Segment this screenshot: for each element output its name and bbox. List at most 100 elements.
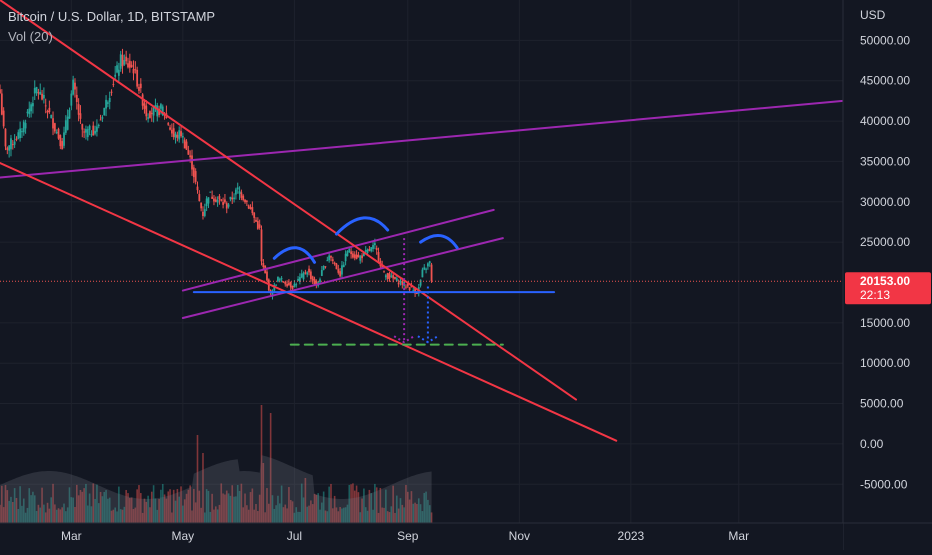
volume-bar	[86, 505, 89, 523]
volume-bar	[8, 500, 10, 523]
upper-resistance-line	[0, 0, 578, 401]
volume-bar	[388, 512, 391, 523]
symbol-title: Bitcoin / U.S. Dollar, 1D, BITSTAMP	[8, 9, 216, 24]
candle-body	[169, 127, 171, 130]
candle-body	[220, 199, 223, 201]
volume-bar	[414, 502, 416, 523]
volume-bar	[275, 505, 277, 523]
volume-bar	[352, 483, 354, 523]
candle-body	[427, 263, 429, 267]
volume-bar	[247, 509, 250, 523]
volume-bar	[284, 504, 287, 523]
candle-body	[128, 60, 131, 68]
volume-bar	[33, 495, 36, 523]
candle-body	[319, 279, 321, 282]
volume-bar	[2, 507, 5, 523]
volume-bar	[271, 495, 274, 523]
candle-body	[68, 110, 71, 119]
volume-bar	[359, 512, 362, 523]
candle-body	[224, 199, 226, 203]
candle-body	[231, 197, 234, 200]
volume-bar	[154, 498, 157, 523]
volume-bar	[24, 512, 27, 523]
candle-body	[114, 74, 117, 77]
volume-bar	[209, 511, 212, 523]
candle-body	[311, 276, 314, 281]
candle-body	[203, 209, 206, 216]
volume-bar	[99, 491, 102, 523]
volume-bar	[353, 490, 356, 523]
volume-bar	[70, 497, 73, 523]
candle-body	[183, 139, 186, 149]
candle-body	[361, 255, 363, 259]
candle-body	[304, 272, 307, 274]
volume-bar	[136, 489, 138, 523]
time-scale	[0, 523, 843, 550]
candle-body	[211, 196, 214, 199]
volume-bar	[22, 498, 25, 523]
candle-body	[306, 272, 309, 275]
volume-bar	[273, 508, 276, 523]
volume-bar	[0, 504, 1, 523]
volume-bar	[401, 504, 404, 523]
candle-body	[17, 132, 20, 139]
candle-body	[202, 211, 204, 216]
candle-body	[251, 207, 254, 214]
volume-bar	[156, 509, 159, 523]
volume-bar	[125, 489, 127, 523]
volume-bar	[129, 498, 131, 523]
candle-body	[324, 266, 327, 268]
y-tick-label: 45000.00	[860, 74, 910, 88]
volume-bar	[251, 488, 254, 523]
volume-bar	[127, 493, 129, 523]
volume-bar	[295, 507, 298, 523]
volume-bar	[328, 486, 330, 523]
volume-bar	[15, 497, 18, 523]
volume-bar	[363, 488, 365, 523]
candle-body	[28, 108, 31, 115]
y-tick-label: 0.00	[860, 437, 884, 451]
candle-body	[37, 92, 40, 94]
volume-bar	[81, 491, 84, 523]
volume-bar	[65, 511, 67, 523]
volume-bar	[44, 512, 47, 523]
volume-bar	[427, 499, 429, 523]
candle-body	[64, 120, 67, 133]
candle-body	[178, 130, 181, 140]
volume-bar	[17, 508, 20, 523]
candle-body	[74, 82, 76, 90]
volume-bar	[205, 489, 208, 523]
volume-bar	[260, 405, 263, 523]
candle-body	[386, 273, 389, 280]
candle-body	[375, 248, 378, 251]
volume-bar	[397, 508, 400, 523]
volume-bar	[114, 507, 117, 523]
y-tick-label: 50000.00	[860, 33, 910, 47]
candle-body	[381, 265, 384, 268]
candle-body	[152, 106, 155, 116]
volume-bar	[12, 502, 14, 523]
volume-bar	[204, 512, 206, 523]
volume-ma-area	[0, 455, 432, 523]
candle-body	[401, 280, 404, 285]
candle-body	[245, 200, 248, 202]
candle-body	[425, 268, 427, 270]
candle-body	[331, 259, 334, 262]
candle-body	[52, 118, 54, 129]
candle-body	[72, 79, 75, 95]
volume-bar	[28, 488, 31, 523]
volume-bar	[361, 498, 363, 523]
candle-body	[392, 275, 395, 279]
volume-bar	[412, 503, 415, 523]
volume-bar	[417, 498, 420, 523]
volume-bar	[4, 484, 7, 523]
volume-bar	[161, 483, 164, 523]
candle-body	[55, 132, 58, 134]
volume-bar	[147, 495, 149, 523]
candle-body	[390, 275, 393, 277]
candle-body	[412, 290, 415, 292]
volume-bar	[383, 507, 385, 523]
volume-bar	[396, 495, 398, 523]
